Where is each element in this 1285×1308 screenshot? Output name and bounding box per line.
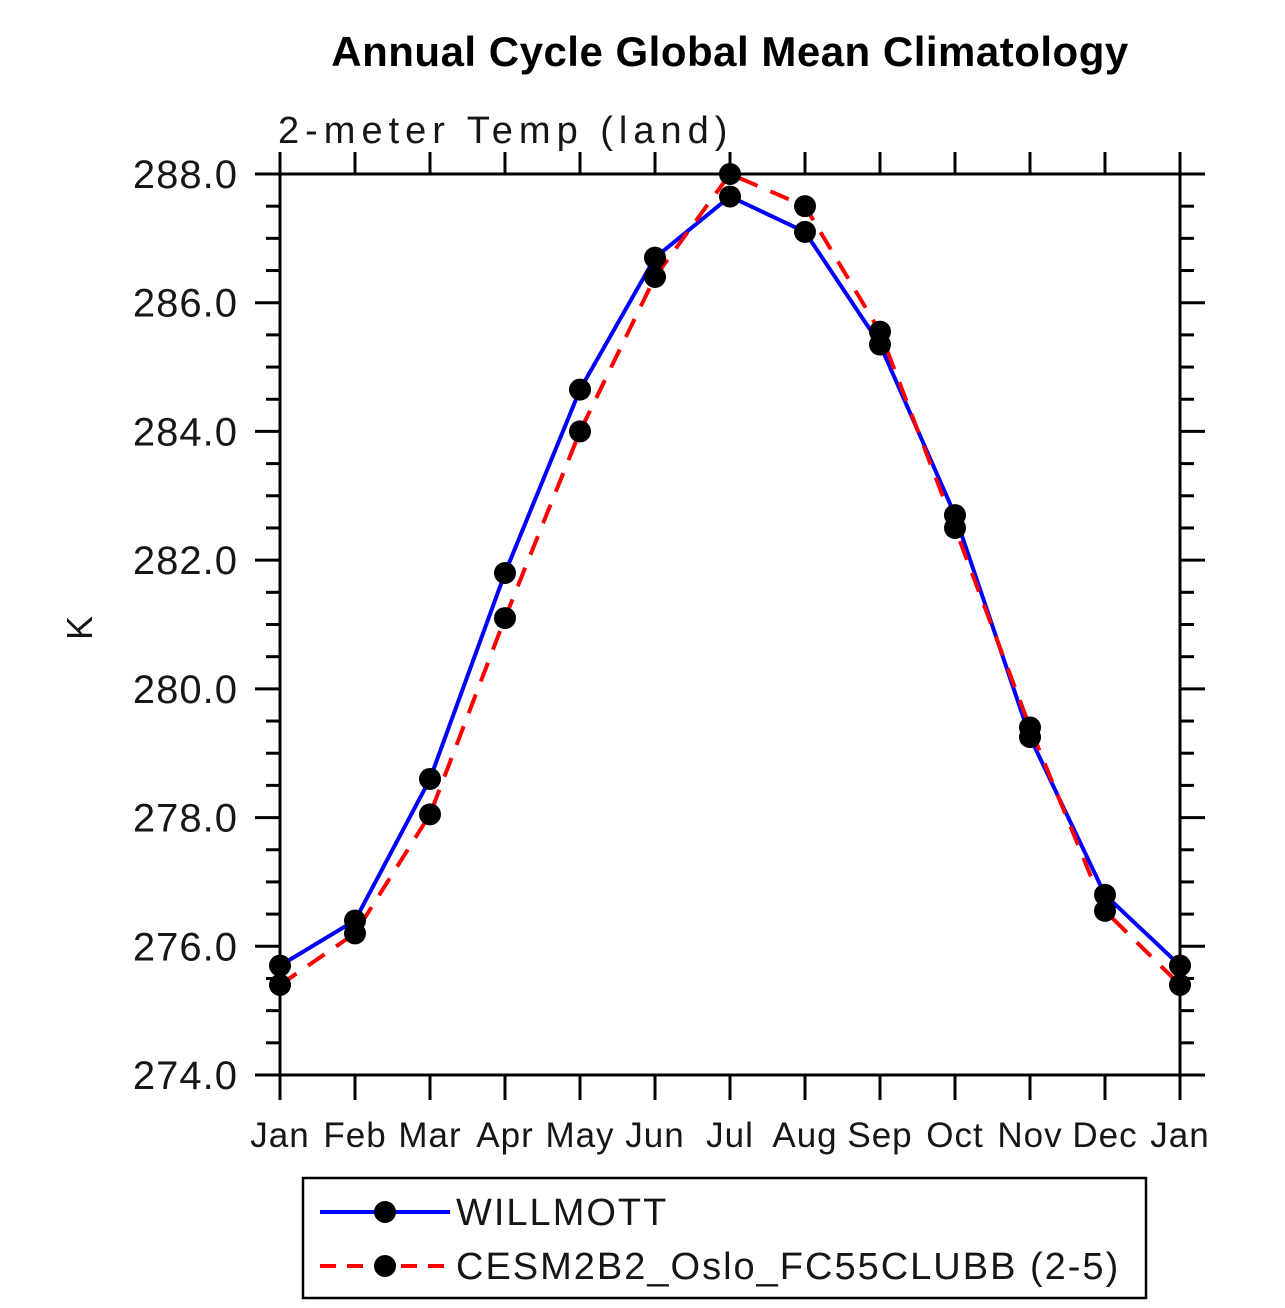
legend-label: CESM2B2_Oslo_FC55CLUBB (2-5) (456, 1246, 1120, 1288)
data-point-marker-1 (1094, 899, 1116, 922)
data-point-marker-1 (569, 420, 591, 443)
data-point-marker-0 (1094, 883, 1116, 906)
series-line-1 (278, 171, 1182, 987)
data-point-marker-1 (944, 516, 966, 539)
x-tick-label: Apr (476, 1116, 533, 1155)
y-tick-label: 276.0 (133, 925, 238, 969)
data-point-marker-0 (1169, 954, 1191, 977)
data-point-marker-1 (419, 803, 441, 826)
legend-label: WILLMOTT (456, 1192, 668, 1234)
legend-marker (374, 1201, 396, 1223)
y-tick-label: 284.0 (133, 410, 238, 454)
data-point-marker-1 (269, 973, 291, 996)
x-tick-label: Sep (847, 1116, 912, 1155)
y-tick-label: 274.0 (133, 1054, 238, 1098)
x-tick-label: Jun (625, 1116, 684, 1155)
plot-area: 274.0 276.0 278.0 280.0 282.0 284.0 286.0 288.0… (133, 152, 1209, 1155)
x-tick-label: Nov (997, 1116, 1062, 1155)
chart-subtitle: 2-meter Temp (land) (278, 110, 733, 152)
x-tick-label: May (545, 1116, 614, 1155)
data-point-marker-1 (794, 195, 816, 218)
x-tick-label: Aug (772, 1116, 837, 1155)
legend-item: CESM2B2_Oslo_FC55CLUBB (2-5) (320, 1246, 1120, 1288)
y-tick-label: 288.0 (133, 153, 238, 197)
chart-title: Annual Cycle Global Mean Climatology (331, 28, 1129, 75)
data-point-marker-1 (1169, 973, 1191, 996)
y-tick-label: 280.0 (133, 668, 238, 712)
x-tick-label: Jul (706, 1116, 754, 1155)
series-line-0 (278, 194, 1182, 968)
data-point-marker-0 (569, 378, 591, 401)
x-tick-label: Feb (323, 1116, 386, 1155)
data-point-marker-0 (419, 767, 441, 790)
data-point-marker-0 (719, 185, 741, 208)
legend-marker (374, 1255, 396, 1277)
data-point-marker-1 (494, 607, 516, 630)
x-tick-label: Jan (1150, 1116, 1209, 1155)
legend: WILLMOTT CESM2B2_Oslo_FC55CLUBB (2-5) (301, 1176, 1148, 1300)
data-point-marker-0 (794, 220, 816, 243)
y-tick-label: 286.0 (133, 282, 238, 326)
data-point-marker-1 (719, 163, 741, 185)
x-tick-label: Dec (1072, 1116, 1137, 1155)
data-point-marker-0 (644, 246, 666, 269)
legend-box (301, 1176, 1148, 1300)
data-point-marker-1 (869, 320, 891, 343)
y-tick-label: 278.0 (133, 797, 238, 841)
x-tick-label: Oct (926, 1116, 983, 1155)
data-point-marker-1 (1019, 716, 1041, 739)
data-point-marker-1 (344, 922, 366, 945)
data-point-marker-1 (644, 265, 666, 288)
data-point-marker-0 (269, 954, 291, 977)
x-tick-label: Jan (250, 1116, 309, 1155)
y-axis-label: K (59, 614, 100, 640)
legend-item: WILLMOTT (320, 1192, 668, 1234)
y-tick-label: 282.0 (133, 539, 238, 583)
data-point-marker-0 (494, 562, 516, 585)
plot-frame (278, 172, 1182, 1077)
x-tick-label: Mar (398, 1116, 461, 1155)
